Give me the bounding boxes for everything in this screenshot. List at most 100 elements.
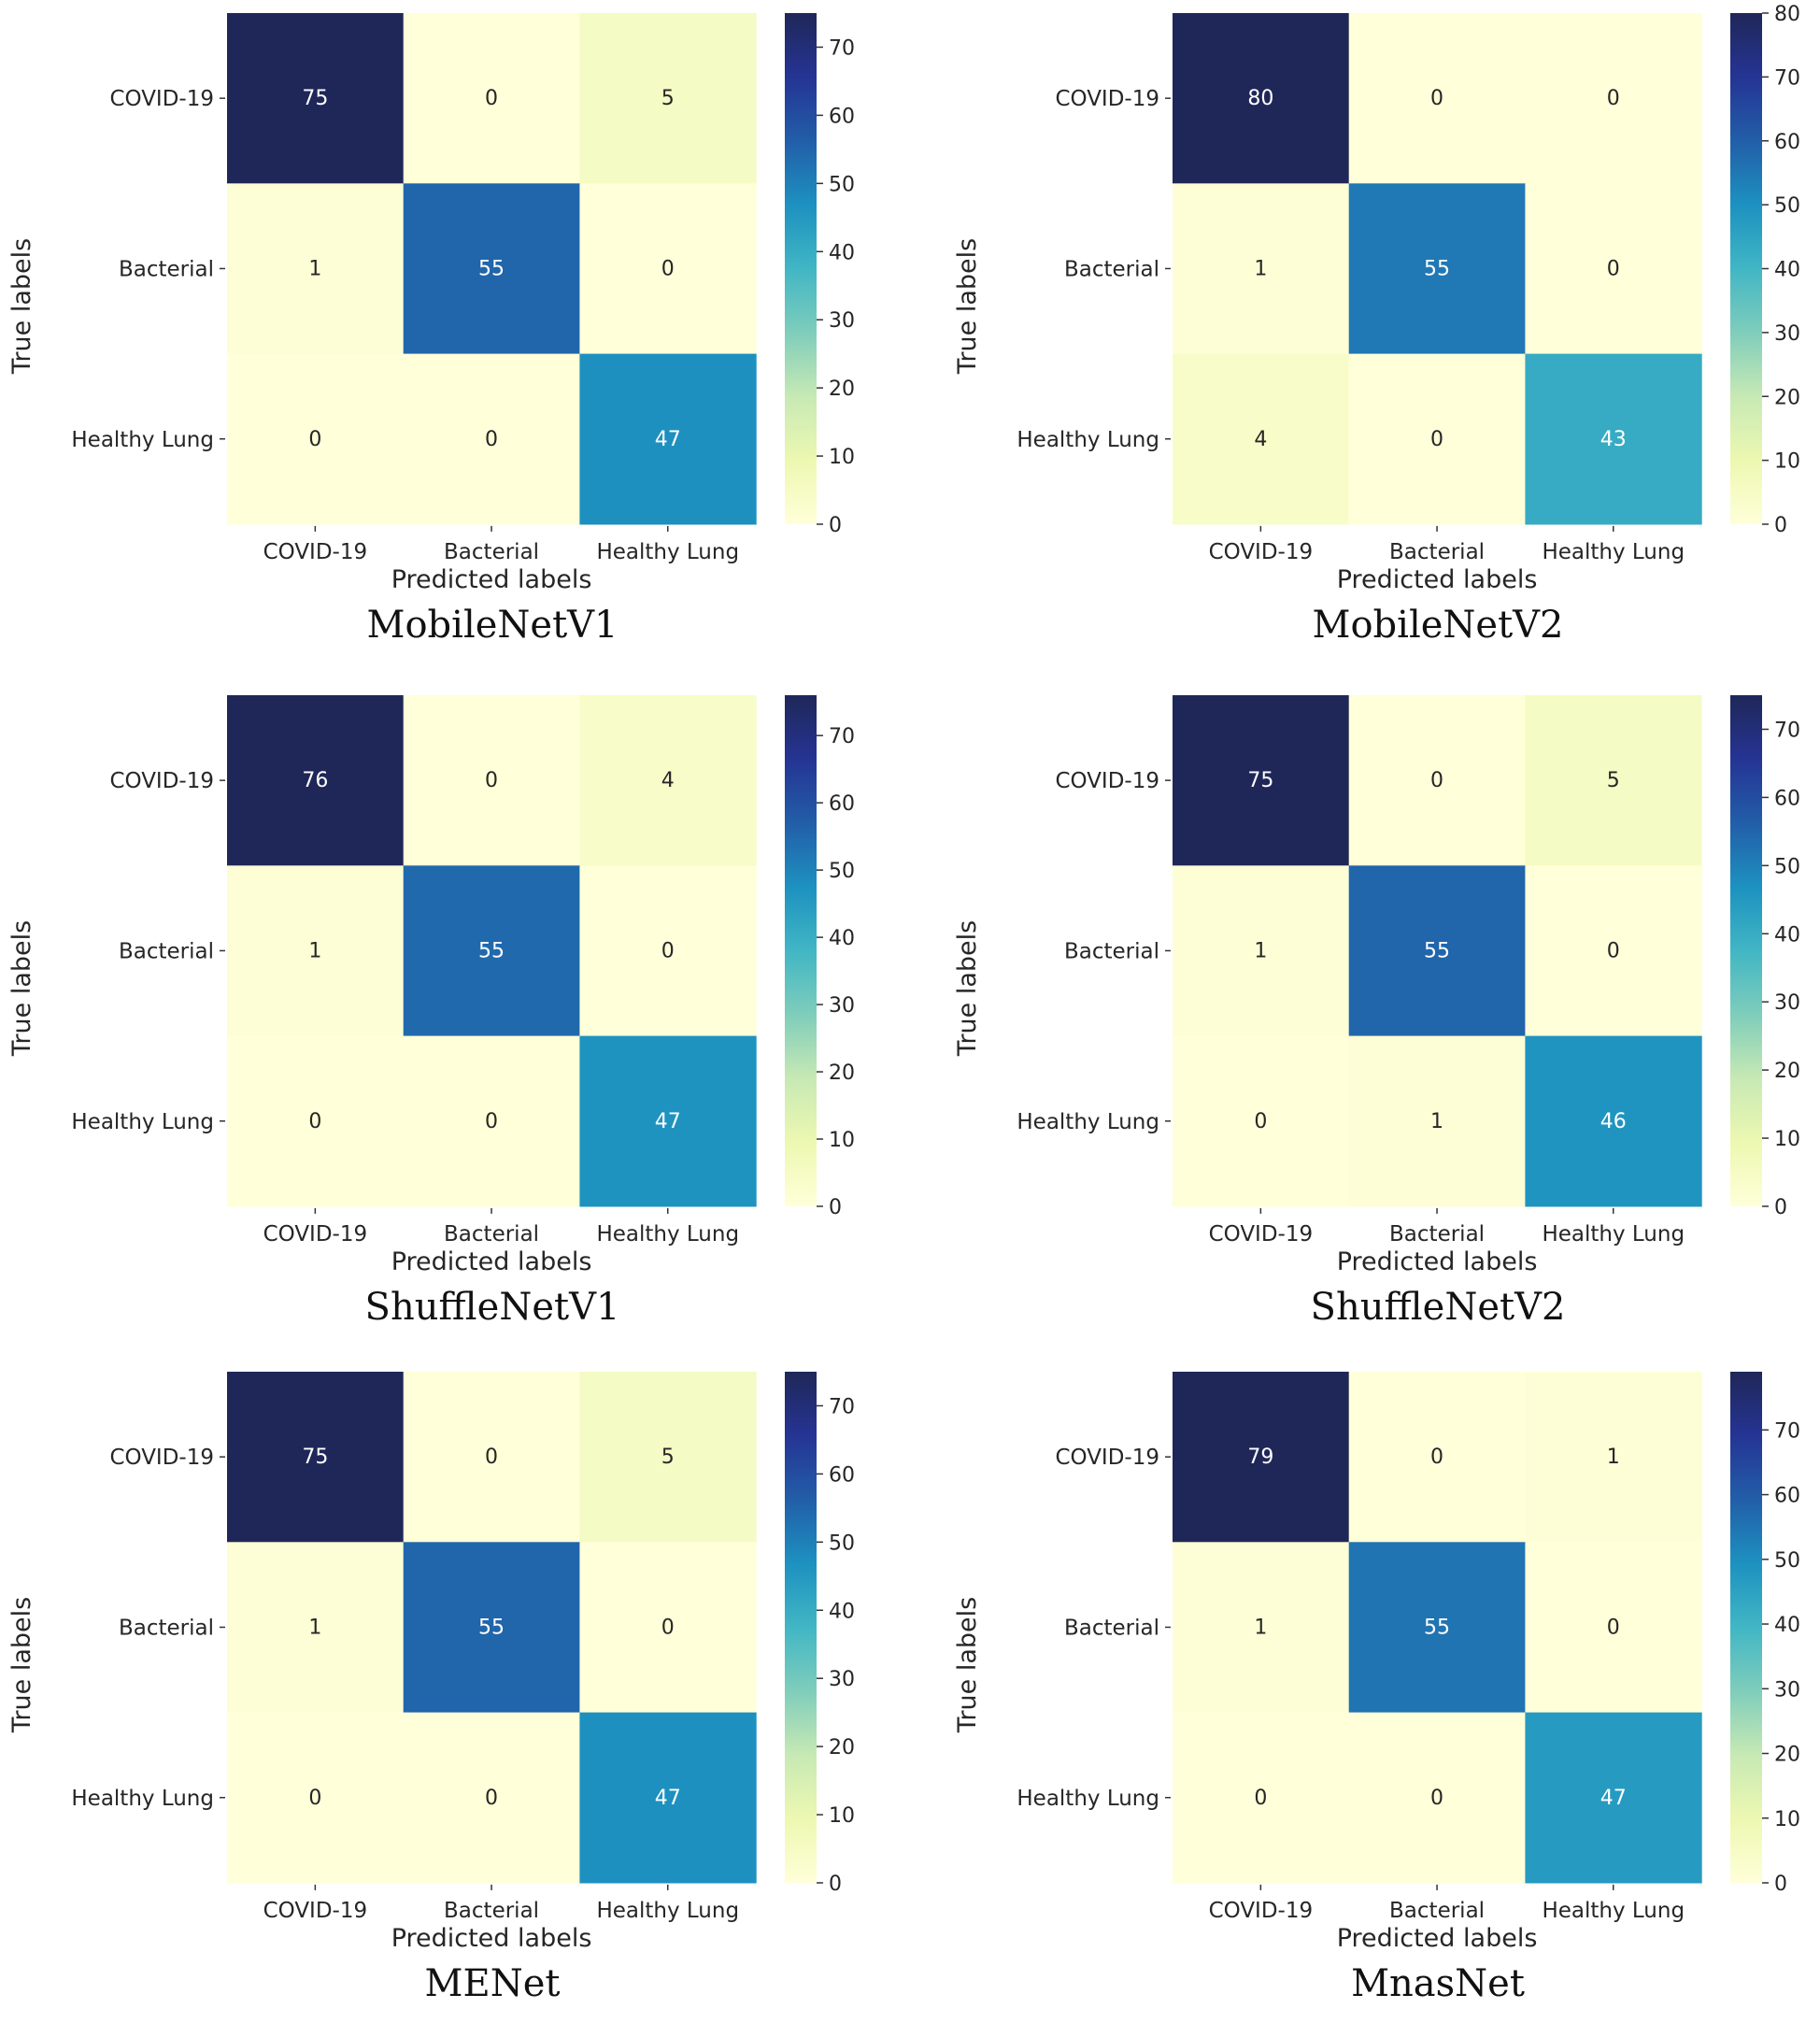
colorbar-tick-label: 40 [829,927,855,950]
cell-value-label: 55 [1424,257,1450,280]
cell-value-label: 43 [1600,428,1627,451]
x-tick-label: Healthy Lung [1542,540,1685,564]
y-tick-label: Healthy Lung [71,1110,214,1134]
x-tick-label: Bacterial [444,1222,539,1247]
cell-value-label: 1 [1430,1110,1443,1133]
heatmap-cell [227,865,405,1037]
cell-value-label: 0 [661,1616,675,1639]
y-tick-label: Bacterial [119,939,214,963]
x-tick-label: Bacterial [1389,1899,1485,1923]
heatmap-cell [1348,865,1526,1037]
colorbar-tick-label: 40 [829,241,855,264]
x-tick-label: Bacterial [1389,1222,1485,1247]
colorbar-tick-label: 50 [829,173,855,196]
heatmap-cell [1525,1712,1702,1884]
y-axis-label: True labels [7,238,36,375]
heatmap-cell [1348,1372,1526,1543]
panel-caption: MnasNet [1351,1962,1525,2005]
cell-value-label: 0 [485,87,498,110]
colorbar-tick-label: 0 [829,1873,842,1896]
x-tick-label: Bacterial [444,540,539,564]
colorbar [785,1372,817,1883]
cell-value-label: 55 [1424,939,1450,962]
y-tick-label: Bacterial [1064,1616,1159,1640]
cell-value-label: 0 [485,769,498,792]
colorbar-tick-label: 60 [829,1463,855,1487]
cell-value-label: 0 [1607,257,1620,280]
y-tick-label: Bacterial [119,257,214,281]
colorbar-tick-label: 0 [1774,1196,1787,1219]
colorbar-tick-label: 10 [829,446,855,469]
heatmap-cell [1348,1712,1526,1884]
x-tick-label: COVID-19 [1209,1222,1314,1247]
cell-value-label: 0 [1607,939,1620,962]
confusion-matrix-panel: 76 0 4 1 55 0 0 0 47 COVID-19 Bacterial Healthy Lun… [7,695,855,1329]
colorbar-tick-label: 0 [829,514,842,537]
colorbar-tick-label: 60 [1774,1485,1800,1508]
cell-value-label: 0 [661,257,675,280]
cell-value-label: 0 [1254,1787,1267,1810]
x-tick-label: Healthy Lung [596,1899,739,1923]
heatmap-cell [579,13,757,184]
colorbar-tick-label: 30 [1774,991,1800,1015]
confusion-matrix-panel: 75 0 5 1 55 0 0 0 47 COVID-19 Bacterial Healthy Lun… [7,13,855,647]
heatmap-cell [403,865,580,1037]
cell-value-label: 1 [1254,257,1267,280]
panel-caption: MobileNetV2 [1313,604,1564,647]
cell-value-label: 0 [1607,1616,1620,1639]
y-tick-label: Healthy Lung [1017,1110,1159,1134]
cell-value-label: 0 [1430,428,1443,451]
colorbar-tick-label: 10 [1774,450,1800,474]
cell-value-label: 0 [308,1787,321,1810]
y-axis-label: True labels [953,920,982,1057]
colorbar-tick-label: 10 [829,1129,855,1152]
x-axis-label: Predicted labels [1337,1924,1538,1953]
heatmap-cell [1173,1035,1350,1207]
cell-value-label: 47 [655,1787,681,1810]
heatmap-cell [579,1542,757,1714]
y-tick-label: Healthy Lung [1017,428,1159,452]
cell-value-label: 0 [485,1787,498,1810]
colorbar [785,695,817,1206]
colorbar [1730,695,1762,1206]
colorbar-tick-label: 40 [1774,1614,1800,1637]
heatmap-cell [579,353,757,525]
x-tick-label: COVID-19 [263,1222,368,1247]
y-axis-label: True labels [953,238,982,375]
colorbar-tick-label: 20 [829,1061,855,1085]
colorbar-tick-label: 40 [1774,259,1800,282]
heatmap-cell [1173,1542,1350,1714]
colorbar-tick-label: 50 [1774,194,1800,218]
colorbar-tick-label: 20 [1774,1744,1800,1767]
heatmap-cell [227,1712,405,1884]
cell-value-label: 0 [661,939,675,962]
cell-value-label: 0 [1254,1110,1267,1133]
heatmap-cell [1173,353,1350,525]
heatmap-cell [227,183,405,355]
cell-value-label: 75 [302,1446,328,1469]
cell-value-label: 47 [1600,1787,1627,1810]
colorbar-tick-label: 60 [1774,787,1800,810]
colorbar-tick-label: 70 [1774,1419,1800,1443]
y-tick-label: Bacterial [1064,939,1159,963]
cell-value-label: 0 [1430,87,1443,110]
y-tick-label: Healthy Lung [71,1787,214,1811]
heatmap-cell [579,695,757,866]
x-tick-label: Healthy Lung [1542,1222,1685,1247]
heatmap-cell [227,1372,405,1543]
colorbar-tick-label: 30 [829,309,855,333]
colorbar-tick-label: 60 [829,105,855,128]
y-tick-label: COVID-19 [109,87,214,111]
heatmap-cell [1173,1712,1350,1884]
cell-value-label: 55 [1424,1616,1450,1639]
panel-caption: MENet [425,1962,561,2005]
x-tick-label: COVID-19 [263,540,368,564]
heatmap-cell [1525,1372,1702,1543]
colorbar-tick-label: 0 [1774,1873,1787,1896]
cell-value-label: 0 [1430,769,1443,792]
cell-value-label: 4 [1254,428,1267,451]
cell-value-label: 1 [308,1616,321,1639]
colorbar-tick-label: 40 [829,1600,855,1623]
